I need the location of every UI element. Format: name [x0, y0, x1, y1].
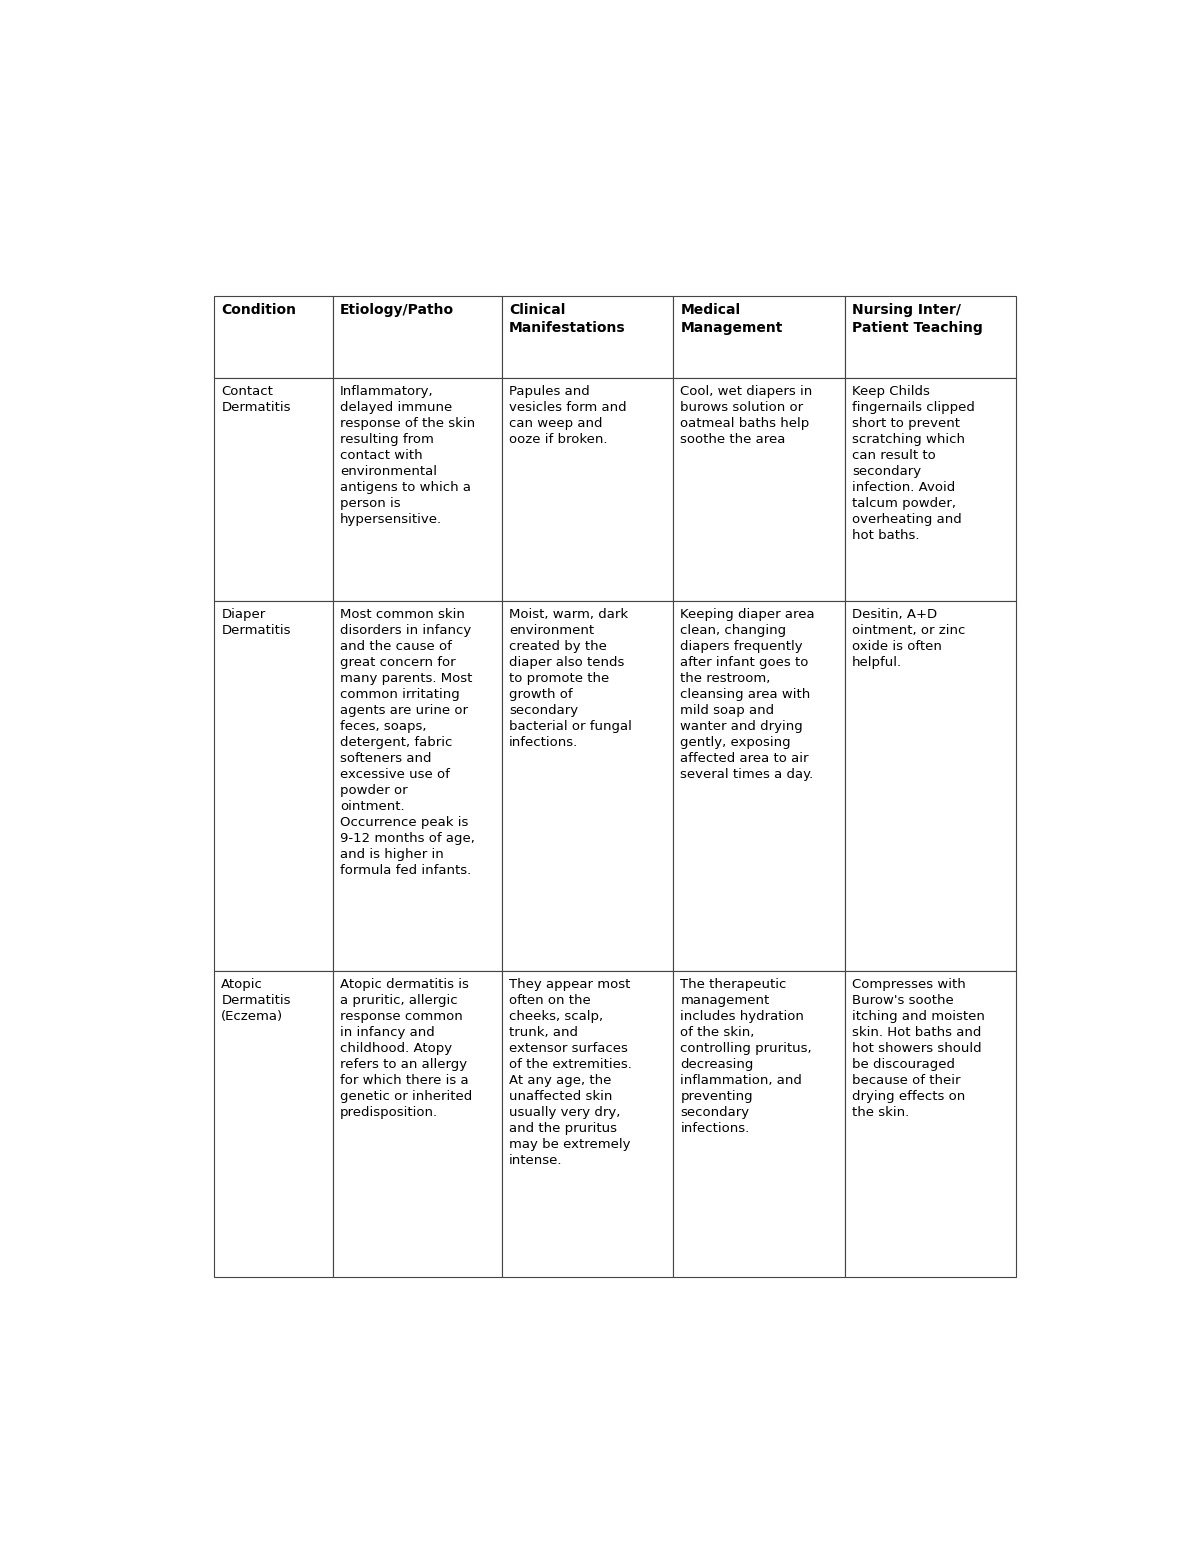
Bar [502, 297, 673, 379]
Text: Etiology/Patho: Etiology/Patho [340, 303, 454, 317]
Bar [215, 601, 332, 971]
Text: Papules and
vesicles form and
can weep and
ooze if broken.: Papules and vesicles form and can weep a… [509, 385, 626, 446]
Bar [332, 601, 502, 971]
Text: Keep Childs
fingernails clipped
short to prevent
scratching which
can result to
: Keep Childs fingernails clipped short to… [852, 385, 974, 542]
Text: The therapeutic
management
includes hydration
of the skin,
controlling pruritus,: The therapeutic management includes hydr… [680, 978, 812, 1135]
Bar [502, 971, 673, 1278]
Bar [502, 379, 673, 601]
Text: Clinical
Manifestations: Clinical Manifestations [509, 303, 625, 335]
Bar [845, 297, 1015, 379]
Bar [332, 379, 502, 601]
Bar [673, 601, 845, 971]
Bar [215, 379, 332, 601]
Text: Moist, warm, dark
environment
created by the
diaper also tends
to promote the
gr: Moist, warm, dark environment created by… [509, 607, 632, 749]
Bar [845, 379, 1015, 601]
Bar [215, 297, 332, 379]
Text: Atopic dermatitis is
a pruritic, allergic
response common
in infancy and
childho: Atopic dermatitis is a pruritic, allergi… [340, 978, 472, 1118]
Text: Compresses with
Burow's soothe
itching and moisten
skin. Hot baths and
hot showe: Compresses with Burow's soothe itching a… [852, 978, 985, 1118]
Text: Diaper
Dermatitis: Diaper Dermatitis [221, 607, 290, 637]
Bar [332, 971, 502, 1278]
Text: Most common skin
disorders in infancy
and the cause of
great concern for
many pa: Most common skin disorders in infancy an… [340, 607, 475, 877]
Bar [673, 297, 845, 379]
Text: Medical
Management: Medical Management [680, 303, 782, 335]
Bar [332, 297, 502, 379]
Text: Inflammatory,
delayed immune
response of the skin
resulting from
contact with
en: Inflammatory, delayed immune response of… [340, 385, 475, 526]
Text: Atopic
Dermatitis
(Eczema): Atopic Dermatitis (Eczema) [221, 978, 290, 1023]
Bar [673, 379, 845, 601]
Bar [845, 971, 1015, 1278]
Bar [215, 971, 332, 1278]
Text: Keeping diaper area
clean, changing
diapers frequently
after infant goes to
the : Keeping diaper area clean, changing diap… [680, 607, 815, 781]
Text: Condition: Condition [221, 303, 296, 317]
Text: Contact
Dermatitis: Contact Dermatitis [221, 385, 290, 415]
Text: They appear most
often on the
cheeks, scalp,
trunk, and
extensor surfaces
of the: They appear most often on the cheeks, sc… [509, 978, 632, 1166]
Bar [845, 601, 1015, 971]
Bar [673, 971, 845, 1278]
Text: Desitin, A+D
ointment, or zinc
oxide is often
helpful.: Desitin, A+D ointment, or zinc oxide is … [852, 607, 965, 669]
Text: Nursing Inter/
Patient Teaching: Nursing Inter/ Patient Teaching [852, 303, 983, 335]
Text: Cool, wet diapers in
burows solution or
oatmeal baths help
soothe the area: Cool, wet diapers in burows solution or … [680, 385, 812, 446]
Bar [502, 601, 673, 971]
